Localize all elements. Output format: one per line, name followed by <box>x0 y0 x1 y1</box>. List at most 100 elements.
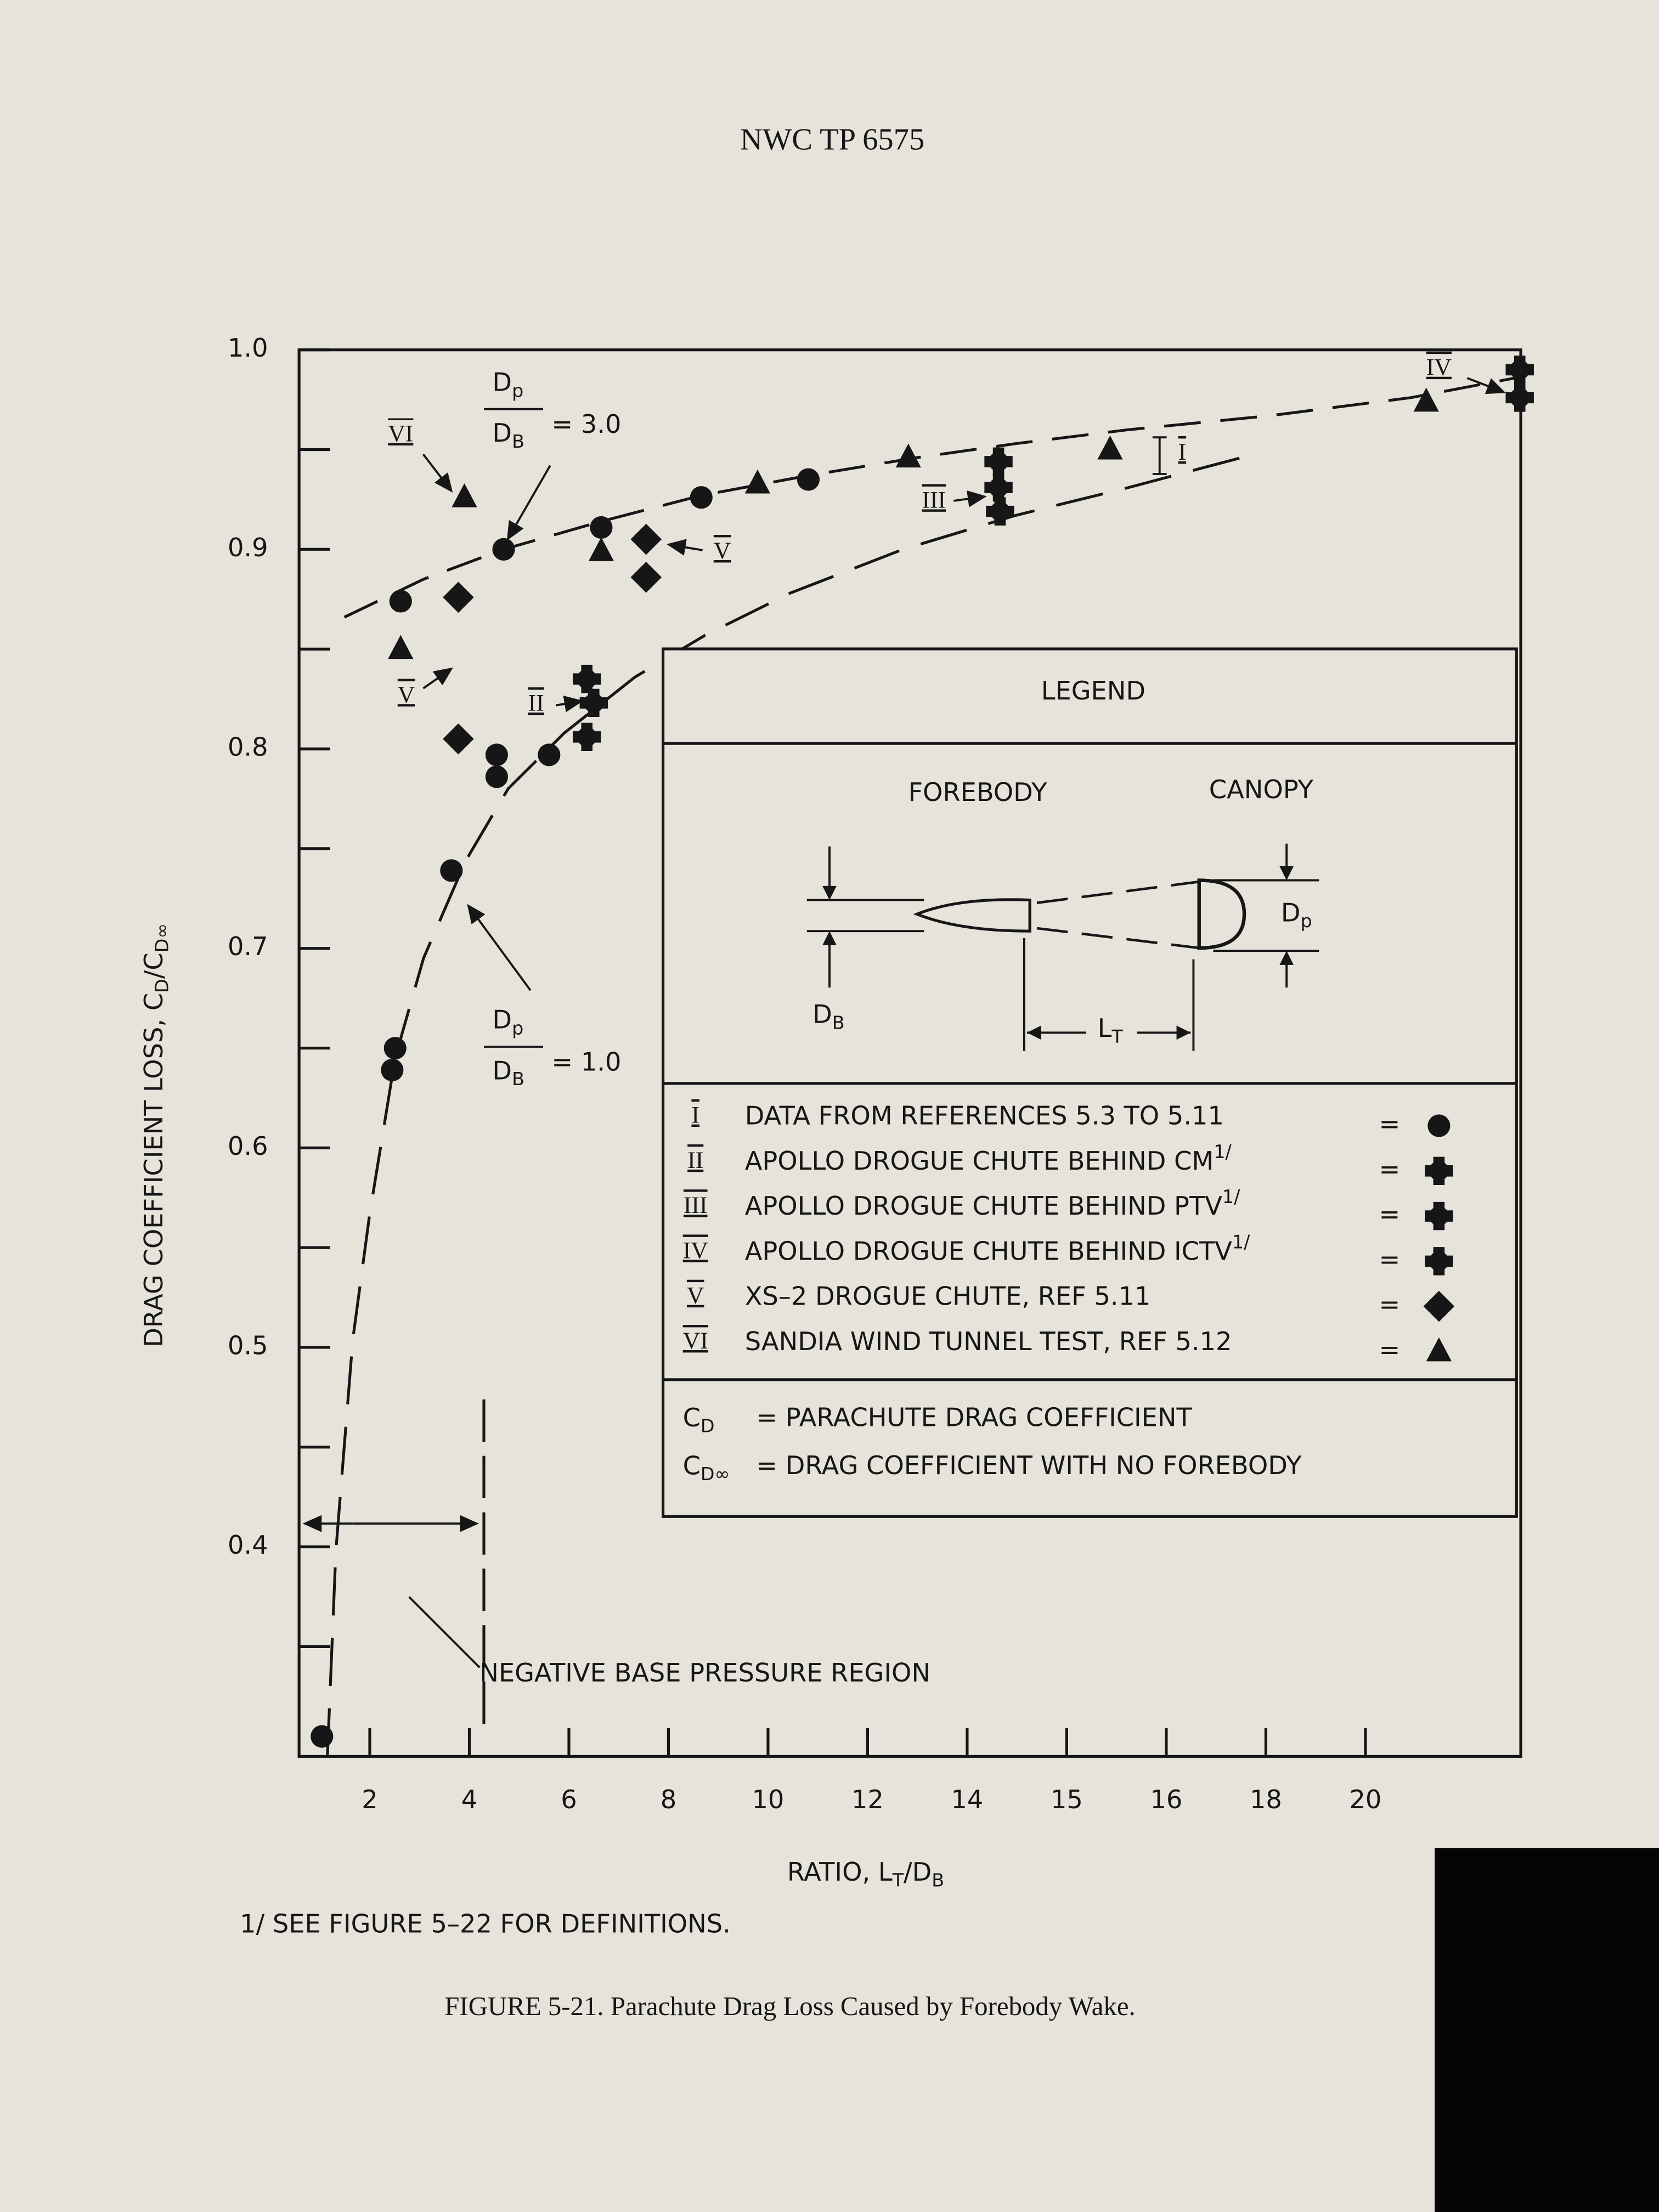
legend-numeral: V <box>687 1283 704 1309</box>
legend-label-text: DATA FROM REFERENCES 5.3 TO 5.11 <box>745 1101 1224 1130</box>
data-point <box>485 743 508 766</box>
data-point <box>630 561 662 593</box>
forebody-shape <box>913 898 1031 933</box>
pointer-arrow <box>422 667 454 690</box>
legend-db-part: B <box>832 1012 845 1033</box>
data-point <box>573 664 601 693</box>
x-tick-label: 20 <box>1349 1785 1381 1814</box>
data-point <box>388 635 414 659</box>
legend-numeral: III <box>684 1192 708 1218</box>
legend-label-text: APOLLO DROGUE CHUTE BEHIND ICTV <box>745 1236 1233 1266</box>
y-axis-label-part: /C <box>138 952 168 979</box>
ratio-denominator-part: D <box>492 1056 512 1085</box>
series-numeral-label: II <box>528 690 544 716</box>
legend-lt-part: L <box>1098 1013 1112 1043</box>
db-heads <box>822 885 837 945</box>
data-point <box>579 689 608 718</box>
pointer-arrow <box>667 539 703 556</box>
legend-equals: = <box>1379 1335 1400 1364</box>
page-header: NWC TP 6575 <box>740 123 924 157</box>
ratio-value: = 3.0 <box>551 409 621 439</box>
definition-symbol-part: D <box>701 1415 715 1436</box>
legend-equals: = <box>1379 1199 1400 1229</box>
data-point <box>630 523 662 555</box>
legend-numeral: IV <box>683 1237 709 1263</box>
dp-lines <box>1213 843 1319 988</box>
y-axis-label-part: DRAG COEFFICIENT LOSS, C <box>138 993 168 1347</box>
x-tick-label: 18 <box>1250 1785 1282 1814</box>
definition-symbol: CD <box>683 1402 715 1436</box>
ratio-numerator-part: p <box>512 1017 523 1039</box>
bracket <box>1152 436 1167 475</box>
ratio-denominator-part: B <box>512 430 524 452</box>
legend-note: 1/ <box>1214 1141 1232 1162</box>
y-axis-label-part: D <box>151 979 172 993</box>
curve <box>326 456 1242 1757</box>
x-tick-label: 12 <box>851 1785 884 1814</box>
legend-numeral: I <box>691 1102 699 1128</box>
x-tick-label: 10 <box>752 1785 785 1814</box>
ratio-numerator-part: D <box>492 367 512 397</box>
legend-numeral: II <box>687 1147 703 1173</box>
y-tick-label: 0.5 <box>228 1330 268 1360</box>
data-point <box>895 443 921 468</box>
ratio-numerator: Dp <box>492 367 523 401</box>
x-axis-label: RATIO, LT/DB <box>787 1857 944 1891</box>
legend-equals: = <box>1379 1154 1400 1184</box>
legend-label: XS–2 DROGUE CHUTE, REF 5.11 <box>745 1281 1151 1311</box>
x-tick-label: 15 <box>1051 1785 1083 1814</box>
ratio-denominator: DB <box>492 1056 524 1090</box>
legend-lt-part: T <box>1111 1026 1123 1047</box>
legend-forebody: FOREBODY <box>908 777 1047 807</box>
x-tick-label: 2 <box>362 1785 377 1814</box>
data-point <box>1505 383 1534 412</box>
riser-lines <box>1036 880 1200 950</box>
data-point <box>573 723 601 752</box>
legend-label: SANDIA WIND TUNNEL TEST, REF 5.12 <box>745 1327 1232 1356</box>
x-tick-label: 6 <box>561 1785 577 1814</box>
y-tick-label: 0.7 <box>228 932 268 961</box>
data-point <box>744 469 770 494</box>
data-point <box>590 516 613 539</box>
legend-note: 1/ <box>1232 1231 1250 1252</box>
data-point <box>1097 435 1123 460</box>
legend-db: DB <box>812 999 845 1033</box>
data-point <box>986 497 1014 526</box>
y-tick-label: 0.4 <box>228 1530 268 1560</box>
definition-text: = PARACHUTE DRAG COEFFICIENT <box>756 1402 1192 1432</box>
definition-symbol: CD∞ <box>683 1451 730 1485</box>
legend-label: APOLLO DROGUE CHUTE BEHIND PTV1/ <box>745 1186 1240 1221</box>
data-point <box>1505 356 1534 384</box>
y-tick-label: 1.0 <box>228 333 268 363</box>
ratio-denominator: DB <box>492 418 524 452</box>
legend-label: DATA FROM REFERENCES 5.3 TO 5.11 <box>745 1101 1224 1130</box>
ratio-value: = 1.0 <box>551 1047 621 1076</box>
series-numeral-label: III <box>922 487 946 513</box>
legend-canopy: CANOPY <box>1209 775 1314 804</box>
data-point <box>443 723 474 755</box>
series-numeral-label: V <box>714 538 731 564</box>
definition-text: = DRAG COEFFICIENT WITH NO FOREBODY <box>756 1451 1302 1480</box>
data-point <box>588 537 614 561</box>
data-point <box>440 859 463 882</box>
x-axis-label-part: /D <box>904 1857 932 1886</box>
x-axis-label-part: RATIO, L <box>787 1857 893 1886</box>
forebody-lines <box>806 899 924 933</box>
definition-symbol-part: D∞ <box>701 1463 730 1485</box>
y-tick-label: 0.6 <box>228 1131 268 1161</box>
data-point <box>984 447 1013 476</box>
data-point <box>381 1058 404 1081</box>
region-pointer <box>408 1596 481 1668</box>
legend-symbol <box>1427 1114 1451 1137</box>
legend-label-text: XS–2 DROGUE CHUTE, REF 5.11 <box>745 1281 1151 1311</box>
legend-equals: = <box>1379 1290 1400 1319</box>
x-axis-label-part: B <box>932 1869 944 1891</box>
y-axis-label: DRAG COEFFICIENT LOSS, CD/CD∞ <box>138 923 172 1347</box>
data-point <box>443 582 474 613</box>
legend-note: 1/ <box>1222 1186 1240 1207</box>
y-tick-label: 0.8 <box>228 732 268 762</box>
legend-dp: Dp <box>1281 898 1312 932</box>
data-point <box>389 590 412 613</box>
